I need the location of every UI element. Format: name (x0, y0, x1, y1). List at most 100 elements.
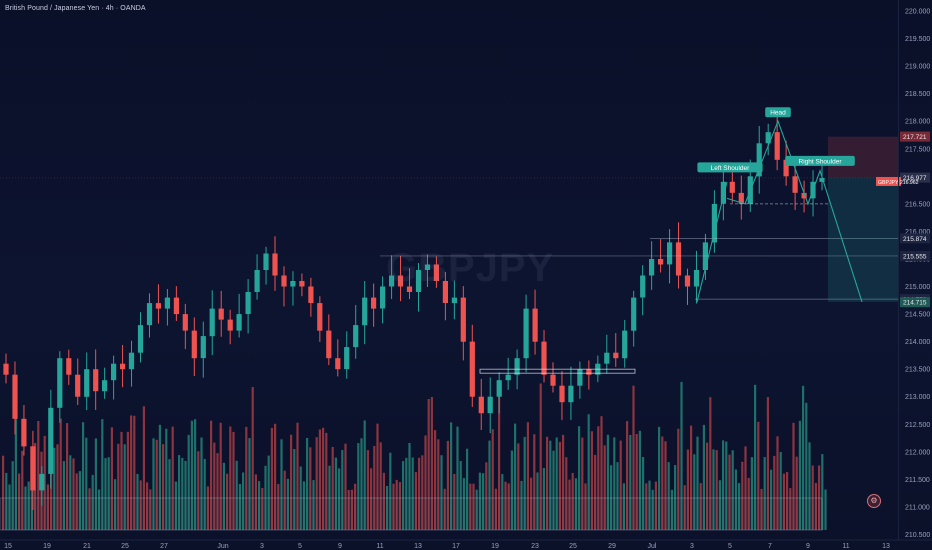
y-tick-label: 215.000 (905, 284, 930, 291)
volume-bar (219, 422, 222, 530)
volume-bar (350, 489, 353, 530)
candle-body (227, 319, 233, 331)
y-tick-label: 213.500 (905, 367, 930, 374)
candle-body (164, 297, 170, 309)
candle-body (532, 308, 538, 342)
x-tick-label: 19 (43, 543, 51, 550)
volume-bar (712, 449, 715, 530)
volume-bar (587, 414, 590, 530)
volume-bar (446, 440, 449, 530)
volume-bar (133, 415, 136, 530)
volume-bar (354, 483, 357, 530)
target-zone (828, 177, 898, 302)
volume-bar (731, 450, 734, 530)
candle-body (631, 297, 637, 331)
x-tick-label: 25 (569, 543, 577, 550)
volume-bar (632, 385, 635, 530)
volume-bar (264, 465, 267, 530)
settings-icon[interactable]: ⚙ (867, 494, 881, 508)
candle-body (702, 242, 708, 270)
volume-bar (149, 489, 152, 530)
volume-bar (565, 457, 568, 530)
volume-bar (424, 435, 427, 530)
candle-body (523, 308, 529, 359)
candle-body (774, 132, 780, 160)
volume-bar (469, 483, 472, 530)
volume-bar (504, 481, 507, 530)
volume-bar (104, 458, 107, 530)
y-tick-label: 220.000 (905, 9, 930, 16)
volume-bar (718, 480, 721, 530)
x-tick-label: 23 (531, 543, 539, 550)
volume-bar (402, 461, 405, 530)
candle-body (667, 242, 673, 265)
y-tick-label: 214.500 (905, 312, 930, 319)
candle-body (326, 330, 332, 359)
candle-body (380, 286, 386, 309)
price-tag-label: 216.977 (903, 175, 927, 182)
volume-bar (648, 480, 651, 530)
pattern-outline (696, 181, 728, 303)
volume-bar (114, 479, 117, 530)
volume-bar (690, 425, 693, 530)
volume-bar (734, 469, 737, 530)
x-tick-label: 17 (452, 543, 460, 550)
volume-bar (754, 384, 757, 530)
candle-body (317, 303, 323, 331)
volume-bar (382, 472, 385, 530)
volume-bar (507, 483, 510, 530)
volume-bar (318, 429, 321, 530)
volume-bar (683, 485, 686, 530)
volume-bar (274, 423, 277, 530)
volume-bar (53, 447, 56, 530)
volume-bar (517, 443, 520, 530)
price-tag-label: 215.555 (903, 253, 927, 260)
volume-bar (542, 468, 545, 530)
volume-bar (293, 449, 296, 530)
volume-bar (786, 472, 789, 530)
volume-bar (789, 488, 792, 530)
volume-bar (158, 424, 161, 530)
y-tick-label: 214.000 (905, 339, 930, 346)
x-tick-label: 25 (121, 543, 129, 550)
candle-body (568, 385, 574, 403)
volume-ma-band (0, 497, 823, 531)
x-tick-label: Jul (648, 543, 657, 550)
volume-bar (30, 476, 33, 530)
candle-body (541, 341, 547, 375)
volume-bar (533, 434, 536, 530)
candle-body (640, 275, 646, 298)
candle-body (21, 418, 27, 447)
candle-body (451, 297, 457, 304)
y-tick-label: 218.000 (905, 119, 930, 126)
volume-bar (616, 462, 619, 530)
candle-body (120, 363, 126, 370)
volume-bar (242, 472, 245, 530)
candle-body (550, 374, 556, 386)
volume-bar (658, 426, 661, 530)
candle-body (487, 396, 493, 414)
volume-bar (62, 461, 65, 530)
candle-body (335, 358, 341, 370)
volume-bar (568, 479, 571, 530)
price-tag-label: 215.874 (903, 236, 927, 243)
volume-bar (187, 434, 190, 530)
volume-bar (805, 402, 808, 530)
price-tag-label: 214.715 (903, 300, 927, 307)
candle-body (236, 314, 242, 331)
volume-bar (555, 437, 558, 530)
volume-bar (18, 473, 21, 530)
y-tick-label: 212.500 (905, 422, 930, 429)
volume-bar (482, 473, 485, 530)
volume-bar (706, 442, 709, 530)
y-tick-label: 219.500 (905, 36, 930, 43)
volume-bar (216, 453, 219, 530)
volume-bar (699, 483, 702, 530)
y-tick-label: 218.500 (905, 91, 930, 98)
volume-bar (619, 440, 622, 530)
volume-bar (645, 483, 648, 530)
volume-bar (494, 488, 497, 530)
volume-bar (139, 480, 142, 530)
